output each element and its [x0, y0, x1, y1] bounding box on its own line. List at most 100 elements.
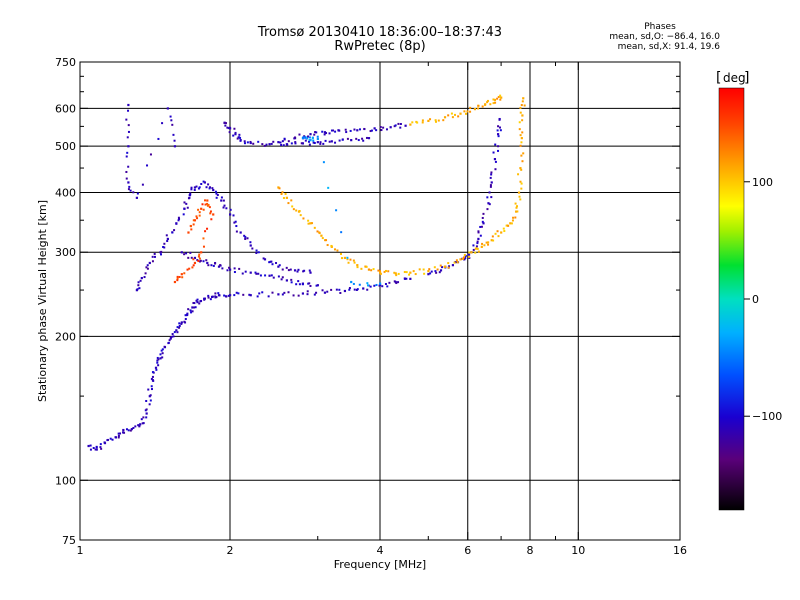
stats-line-o: mean, sd,O: −86.4, 16.0: [609, 32, 720, 42]
data-point: [195, 215, 198, 218]
data-point: [190, 188, 193, 191]
data-point: [95, 445, 98, 448]
data-point: [298, 210, 301, 213]
data-point: [214, 190, 217, 193]
data-point: [249, 244, 252, 247]
data-point: [208, 186, 211, 189]
data-point: [208, 187, 211, 190]
data-point: [294, 142, 297, 145]
data-point: [298, 133, 301, 136]
data-point: [469, 106, 472, 109]
data-point: [496, 133, 500, 136]
data-point: [362, 139, 365, 142]
data-point: [187, 308, 190, 311]
data-point: [178, 324, 181, 327]
data-point: [192, 258, 195, 261]
data-point: [111, 438, 114, 441]
data-point: [138, 287, 141, 290]
data-point: [186, 206, 189, 209]
data-point: [464, 257, 467, 260]
data-point: [313, 133, 316, 136]
x-tick-label: 10: [571, 544, 585, 557]
data-point: [349, 258, 352, 261]
data-point: [151, 375, 154, 378]
data-point: [328, 140, 331, 143]
data-point: [438, 271, 441, 274]
data-point: [233, 221, 236, 224]
data-point: [222, 199, 225, 202]
data-point: [325, 239, 328, 242]
data-point: [167, 341, 170, 344]
data-point: [292, 294, 295, 297]
data-point: [99, 443, 102, 446]
data-point: [366, 282, 369, 285]
data-point: [284, 192, 287, 195]
data-point: [180, 251, 183, 254]
data-point: [367, 268, 370, 271]
data-point: [414, 273, 417, 276]
data-point: [422, 268, 425, 271]
data-point: [254, 271, 257, 274]
data-point: [509, 222, 512, 225]
data-point: [499, 94, 502, 97]
data-point: [180, 273, 183, 276]
data-point: [294, 136, 297, 139]
data-point: [128, 185, 131, 188]
data-point: [498, 117, 501, 121]
data-point: [421, 121, 424, 124]
data-point: [185, 314, 188, 317]
data-point: [409, 277, 412, 280]
data-point: [176, 277, 179, 280]
data-point: [100, 447, 103, 450]
data-point: [487, 241, 490, 244]
data-point: [180, 322, 183, 325]
data-point: [456, 261, 459, 264]
data-point: [227, 127, 230, 130]
data-point: [300, 142, 303, 145]
data-point: [161, 122, 164, 125]
data-point: [196, 301, 199, 304]
data-point: [493, 158, 497, 161]
data-point: [171, 123, 174, 126]
data-point: [380, 129, 383, 132]
data-point: [455, 259, 458, 262]
data-point: [383, 270, 386, 273]
data-point: [302, 217, 305, 220]
data-point: [244, 237, 247, 240]
data-point: [352, 282, 355, 285]
data-point: [447, 266, 450, 269]
data-point: [190, 256, 193, 259]
data-point: [353, 261, 356, 264]
data-point: [203, 297, 206, 300]
data-point: [278, 264, 281, 267]
data-point: [190, 311, 193, 314]
data-point: [307, 140, 310, 143]
data-point: [321, 237, 324, 240]
data-point: [207, 294, 210, 297]
data-point: [520, 137, 523, 140]
data-point: [94, 448, 97, 451]
data-point: [389, 126, 392, 129]
data-point: [405, 271, 408, 274]
data-point: [271, 291, 274, 294]
data-point: [202, 260, 205, 263]
data-point: [321, 130, 324, 133]
data-point: [287, 269, 290, 272]
data-point: [251, 247, 254, 250]
data-point: [307, 222, 310, 225]
data-point: [282, 144, 285, 147]
data-point: [150, 388, 153, 391]
data-point: [178, 326, 181, 329]
data-point: [171, 333, 174, 336]
stats-line-x: mean, sd,X: 91.4, 19.6: [617, 42, 720, 52]
data-point: [114, 436, 118, 439]
data-point: [370, 129, 373, 132]
data-point: [182, 213, 185, 216]
data-point: [263, 258, 267, 261]
data-point: [516, 210, 519, 213]
data-point: [249, 141, 252, 145]
data-point: [324, 139, 327, 142]
data-point: [215, 196, 218, 199]
data-point: [405, 277, 408, 280]
data-point: [287, 291, 290, 294]
